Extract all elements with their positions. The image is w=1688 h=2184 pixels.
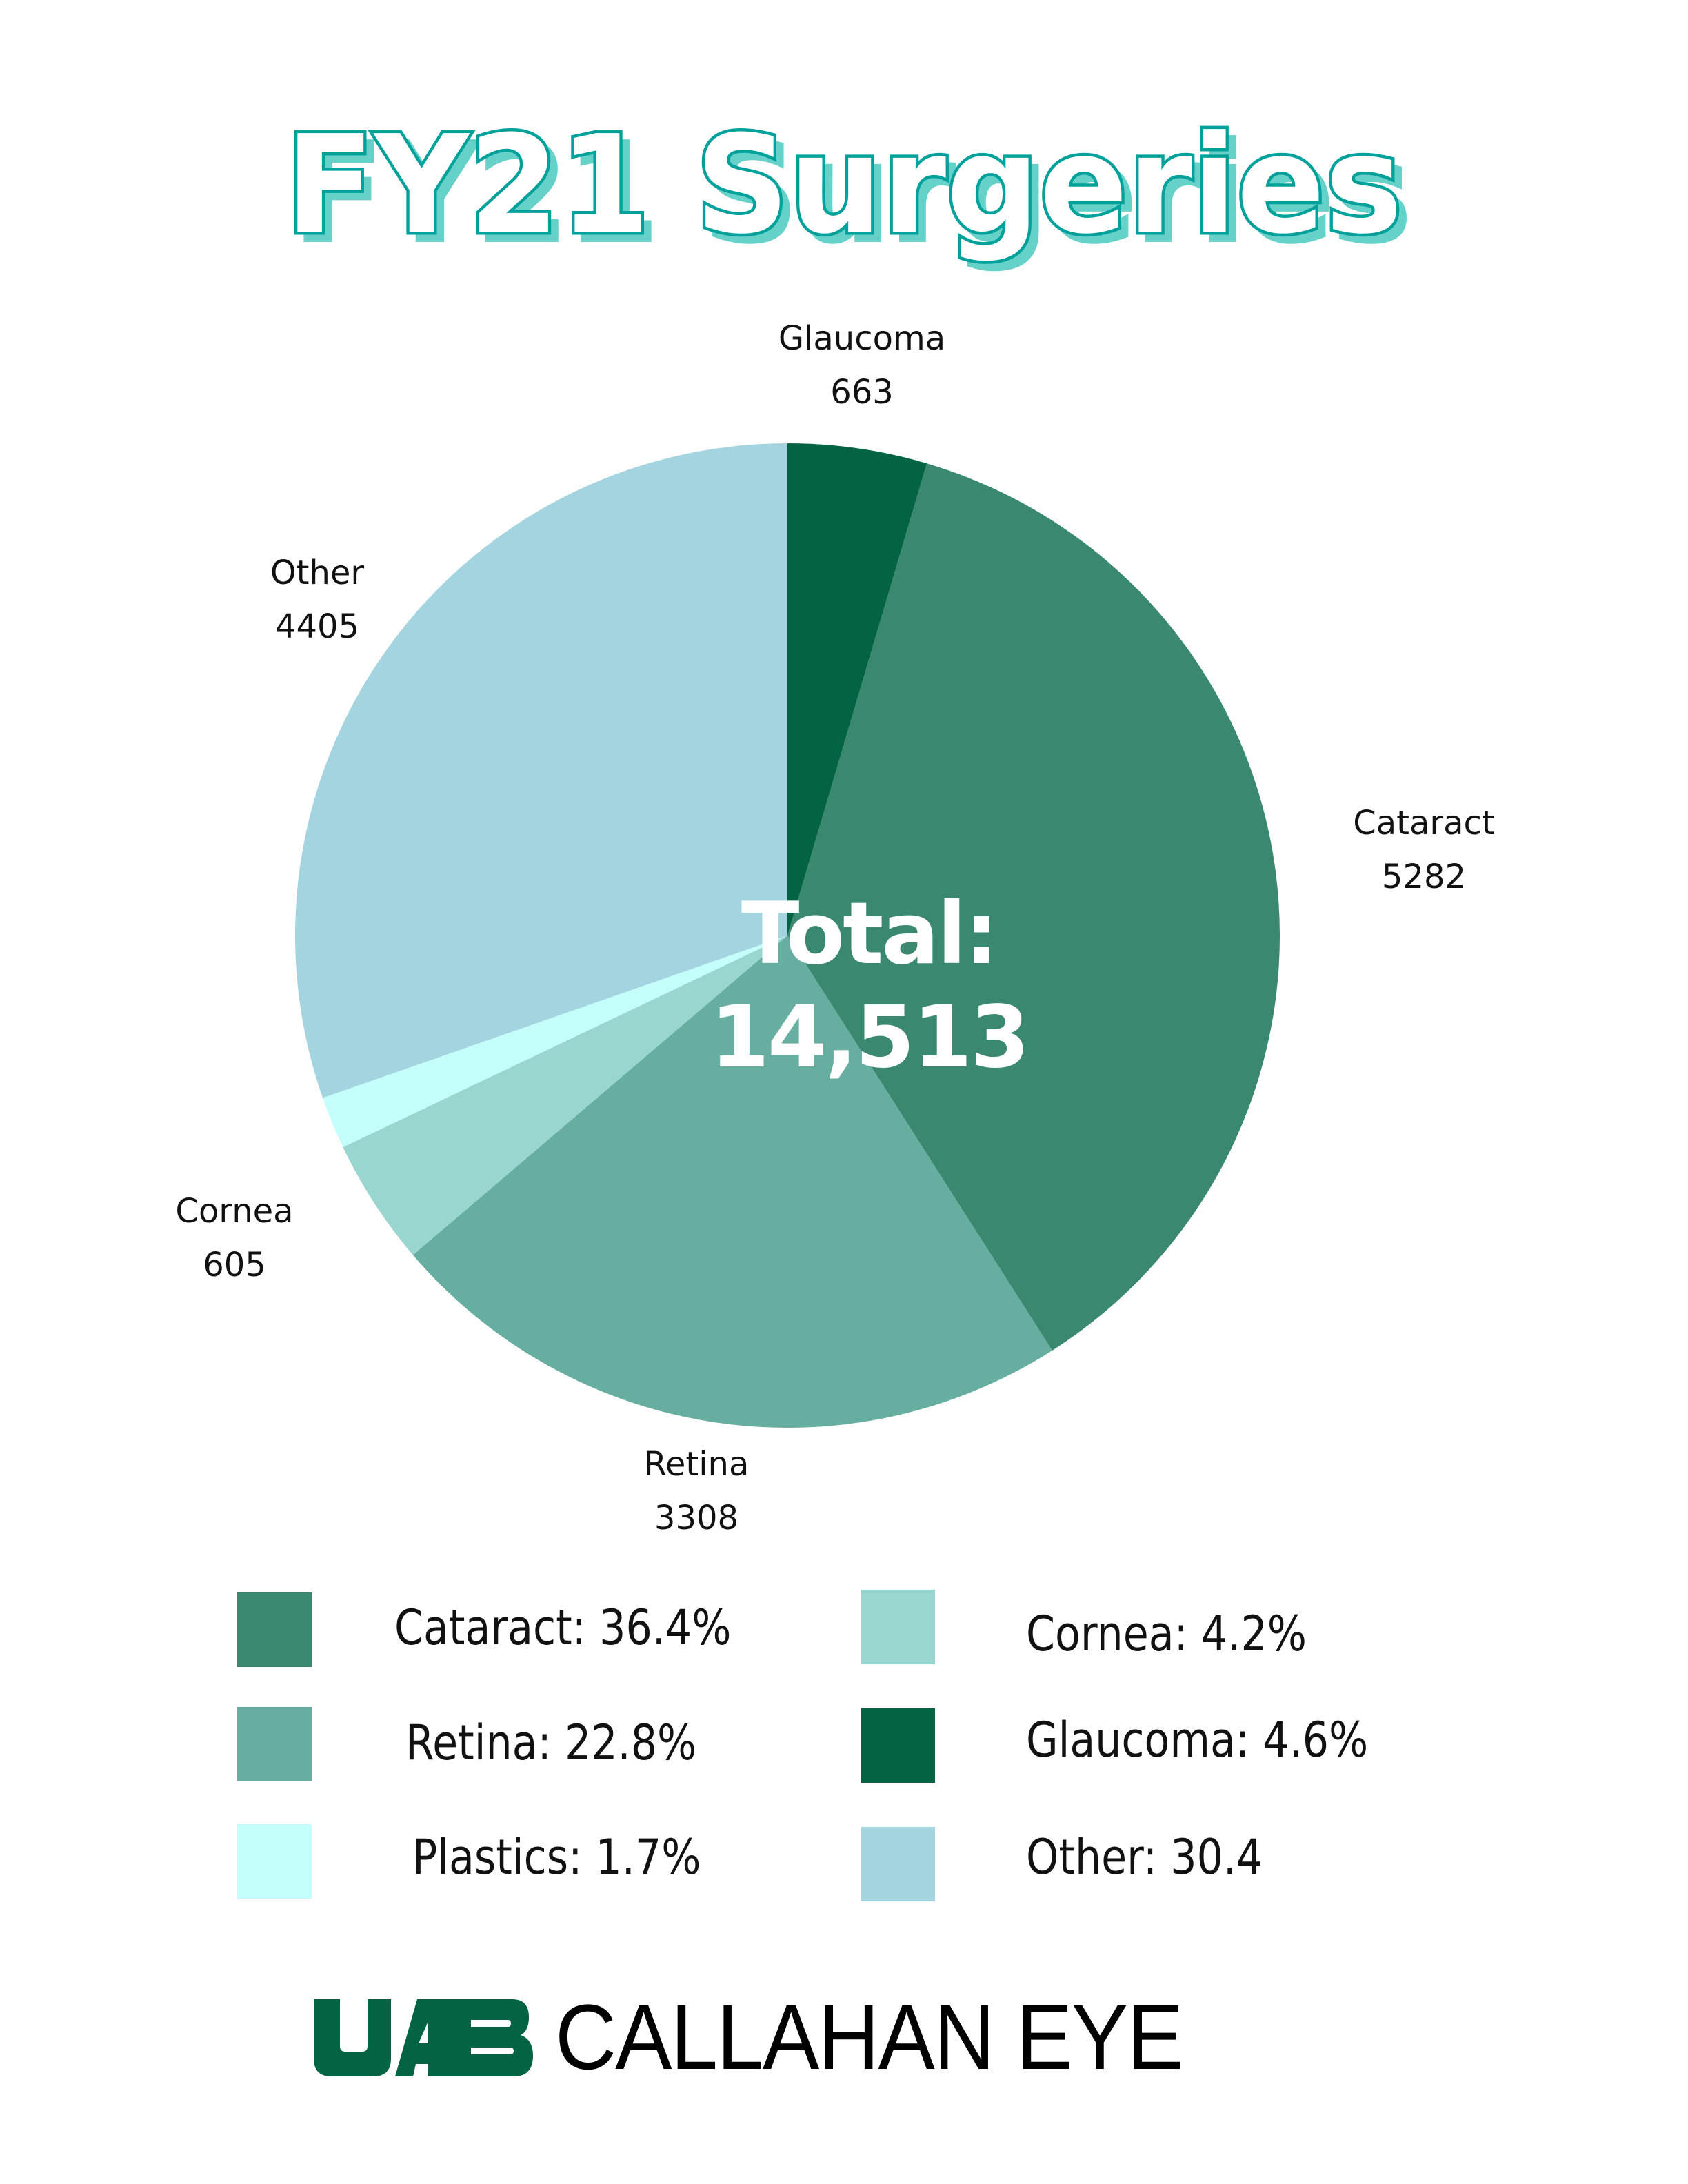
slice-label-value: 5282 [1381,858,1467,896]
uab-callahan-eye-logo: CALLAHAN EYE [314,1986,1237,2089]
legend-swatch [861,1827,935,1901]
total-label: Total: 14,513 [710,884,1030,1087]
slice-label-value: 3308 [654,1499,739,1537]
legend-swatch [237,1707,312,1781]
slice-label-name: Other [270,554,365,592]
slice-label-value: 605 [203,1246,266,1284]
legend-label: Cataract: 36.4% [394,1599,732,1656]
pie-slice-plastics [322,936,788,1148]
legend-swatch [861,1708,935,1783]
legend-label: Other: 30.4 [1026,1829,1263,1885]
pie-slice-cataract [787,463,1280,1351]
slice-label-cornea: Cornea 605 [97,1184,372,1292]
logo-name: CALLAHAN EYE [555,1986,1184,2089]
slice-label-cataract: Cataract 5282 [1286,796,1562,904]
slice-label-other: Other 4405 [179,546,455,654]
uab-logo-mark [314,1999,533,2076]
slice-label-value: 4405 [274,607,360,646]
slice-label-name: Glaucoma [778,319,946,358]
pie-slice-other [295,443,787,1098]
slice-label-name: Cornea [175,1192,294,1231]
legend-swatch [237,1593,312,1667]
slice-label-value: 663 [830,373,894,412]
chart-title: FY21 Surgeries FY21 Surgeries [0,83,1688,290]
pie-slice-glaucoma [787,443,927,936]
legend-swatch [237,1824,312,1899]
slice-label-name: Cataract [1353,804,1495,842]
slice-label-glaucoma: Glaucoma 663 [690,312,1034,419]
legend-swatch [861,1590,935,1664]
pie-slice-retina [412,936,1052,1428]
legend-label: Plastics: 1.7% [412,1829,701,1885]
legend-label: Glaucoma: 4.6% [1026,1712,1369,1768]
title-shadow: FY21 Surgeries [294,115,1411,272]
pie-chart [295,443,1280,1428]
slice-label-name: Retina [643,1445,750,1484]
title-text: FY21 Surgeries [285,107,1403,264]
pie-slice-cornea [343,936,787,1255]
legend-label: Retina: 22.8% [405,1715,697,1771]
slice-label-retina: Retina 3308 [559,1437,834,1545]
legend-label: Cornea: 4.2% [1026,1606,1307,1662]
